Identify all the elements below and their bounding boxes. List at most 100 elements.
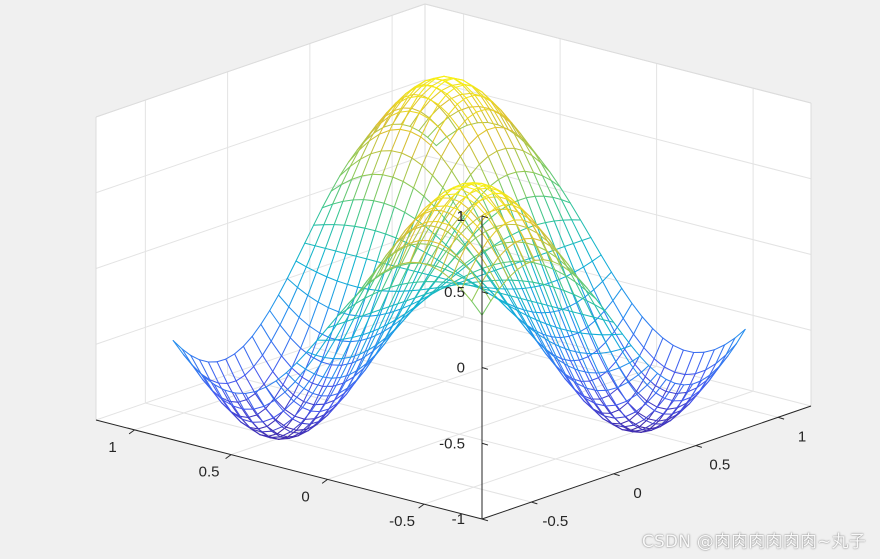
mesh-line	[692, 380, 702, 385]
mesh-line	[606, 370, 619, 390]
mesh-line	[487, 229, 498, 242]
mesh-line	[492, 192, 503, 195]
mesh-line	[427, 97, 439, 106]
mesh-line	[361, 336, 372, 359]
mesh-line	[517, 197, 527, 202]
mesh-line	[533, 329, 544, 335]
mesh-line	[419, 99, 432, 113]
mesh-line	[652, 413, 664, 425]
mesh-line	[567, 365, 579, 371]
mesh-line	[275, 419, 287, 428]
mesh-line	[502, 264, 513, 269]
mesh-line	[557, 358, 569, 367]
mesh-line	[260, 323, 272, 342]
mesh-line	[494, 126, 507, 149]
mesh-line	[715, 344, 726, 365]
mesh-line	[402, 157, 413, 183]
mesh-line	[389, 308, 402, 314]
mesh-line	[407, 225, 418, 245]
mesh-line	[631, 429, 644, 433]
mesh-line	[351, 175, 363, 180]
mesh-line	[310, 410, 321, 413]
mesh-line	[586, 387, 597, 405]
mesh-line	[254, 383, 265, 395]
mesh-line	[404, 297, 416, 315]
mesh-line	[528, 255, 539, 260]
mesh-line	[308, 301, 319, 327]
mesh-line	[653, 337, 664, 360]
grid-line-back-z-xz	[424, 230, 812, 331]
mesh-line	[475, 230, 487, 239]
x-axis-line	[95, 419, 483, 520]
mesh-line	[298, 316, 310, 327]
mesh-line	[296, 351, 308, 364]
mesh-line	[642, 429, 652, 431]
mesh-line	[550, 179, 562, 201]
mesh-line	[332, 338, 345, 360]
mesh-line	[437, 220, 449, 226]
mesh-line	[313, 356, 326, 375]
mesh-line	[272, 410, 284, 419]
mesh-line	[628, 412, 639, 421]
mesh-line	[260, 309, 271, 325]
mesh-line	[412, 225, 422, 231]
mesh-line	[541, 175, 552, 181]
mesh-line	[234, 353, 246, 376]
mesh-line	[330, 175, 341, 192]
mesh-line	[398, 97, 408, 113]
mesh-line	[376, 337, 387, 345]
mesh-line	[393, 180, 404, 208]
mesh-line	[367, 124, 379, 137]
mesh-line	[270, 324, 281, 342]
mesh-line	[643, 347, 655, 360]
mesh-line	[345, 225, 356, 255]
mesh-line	[440, 84, 452, 92]
mesh-line	[596, 350, 608, 372]
mesh-line	[639, 355, 650, 367]
mesh-line	[471, 272, 482, 283]
mesh-line	[554, 269, 566, 276]
mesh-line	[494, 242, 506, 247]
mesh-line	[435, 265, 446, 270]
mesh-line	[655, 378, 667, 394]
x-tick-label: -0.5	[389, 513, 415, 530]
mesh-line	[338, 387, 349, 394]
mesh-line	[573, 293, 584, 315]
mesh-line	[361, 153, 372, 177]
mesh-line	[360, 331, 371, 336]
mesh-line	[244, 392, 255, 410]
mesh-line	[427, 136, 437, 147]
mesh-line	[586, 387, 598, 392]
mesh-line	[316, 327, 329, 341]
mesh-line	[592, 316, 604, 321]
mesh-line	[520, 297, 532, 302]
mesh-line	[556, 279, 569, 308]
mesh-line	[515, 170, 526, 173]
mesh-line	[347, 292, 360, 305]
mesh-line	[576, 382, 588, 389]
mesh-line	[329, 392, 340, 397]
mesh-line	[438, 212, 450, 229]
mesh-line	[370, 314, 381, 339]
mesh-line	[395, 313, 406, 321]
mesh-line	[584, 397, 597, 405]
mesh-line	[602, 319, 615, 323]
mesh-line	[213, 384, 224, 401]
mesh-line	[438, 106, 449, 118]
mesh-line	[271, 430, 281, 438]
mesh-line	[558, 345, 570, 351]
mesh-line	[469, 269, 482, 286]
mesh-line	[528, 258, 541, 287]
mesh-line	[521, 280, 534, 283]
mesh-line	[599, 352, 610, 372]
mesh-line	[554, 269, 565, 291]
mesh-line	[550, 245, 560, 255]
mesh-line	[286, 260, 297, 279]
mesh-line	[665, 371, 676, 392]
mesh-line	[681, 383, 694, 402]
mesh-line	[423, 174, 434, 197]
mesh-line	[282, 400, 295, 412]
mesh-line	[444, 80, 457, 88]
mesh-line	[410, 243, 421, 246]
mesh-line	[393, 96, 405, 112]
